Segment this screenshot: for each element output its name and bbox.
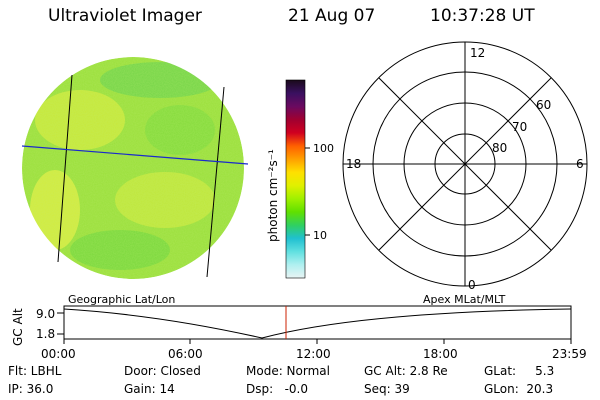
timeline-axis-label: GC Alt bbox=[11, 308, 25, 346]
y-tick-label: 9.0 bbox=[36, 307, 55, 321]
glon-status: GLon: 20.3 bbox=[484, 382, 554, 396]
mlt-label-left: 18 bbox=[346, 157, 361, 171]
gc-alt-status: GC Alt: 2.8 Re bbox=[364, 364, 448, 378]
noise-texture bbox=[22, 57, 244, 279]
time-label: 10:37:28 UT bbox=[430, 6, 535, 26]
gain-status: Gain: 14 bbox=[124, 382, 175, 396]
mlt-label-right: 6 bbox=[576, 157, 584, 171]
date-label: 21 Aug 07 bbox=[288, 6, 376, 26]
mode-status: Mode: Normal bbox=[246, 364, 330, 378]
polar-diagonal bbox=[378, 77, 552, 251]
equator-line bbox=[21, 145, 249, 165]
x-tick-label: 00:00 bbox=[41, 347, 76, 361]
filter-status: Flt: LBHL bbox=[8, 364, 62, 378]
ip-status: IP: 36.0 bbox=[8, 382, 54, 396]
x-tick-label: 06:00 bbox=[168, 347, 203, 361]
y-tick-label: 1.8 bbox=[36, 327, 55, 341]
apex-label: Apex MLat/MLT bbox=[423, 293, 506, 306]
colorbar-unit-label: photon cm⁻²s⁻¹ bbox=[266, 149, 280, 242]
mlt-label-bottom: 0 bbox=[468, 278, 476, 292]
door-status: Door: Closed bbox=[124, 364, 201, 378]
colorbar-tick-label: 10 bbox=[313, 229, 327, 242]
glat-status: GLat: 5.3 bbox=[484, 364, 555, 378]
x-tick-label: 12:00 bbox=[296, 347, 331, 361]
geographic-label: Geographic Lat/Lon bbox=[68, 293, 175, 306]
meridian-line bbox=[206, 86, 225, 278]
mlat-label-80: 80 bbox=[492, 141, 507, 155]
uv-earth-image bbox=[22, 57, 244, 279]
colorbar-tick-label: 100 bbox=[313, 142, 334, 155]
seq-status: Seq: 39 bbox=[364, 382, 410, 396]
instrument-title: Ultraviolet Imager bbox=[48, 6, 202, 26]
x-tick-label: 23:59 bbox=[552, 347, 587, 361]
mlat-label-70: 70 bbox=[512, 120, 527, 134]
mlt-label-top: 12 bbox=[470, 46, 485, 60]
altitude-curve bbox=[63, 308, 572, 339]
polar-plot bbox=[342, 41, 588, 287]
mlat-label-60: 60 bbox=[536, 98, 551, 112]
meridian-line bbox=[57, 74, 73, 263]
dsp-status: Dsp: -0.0 bbox=[246, 382, 309, 396]
colorbar bbox=[285, 79, 306, 279]
x-tick-label: 18:00 bbox=[423, 347, 458, 361]
